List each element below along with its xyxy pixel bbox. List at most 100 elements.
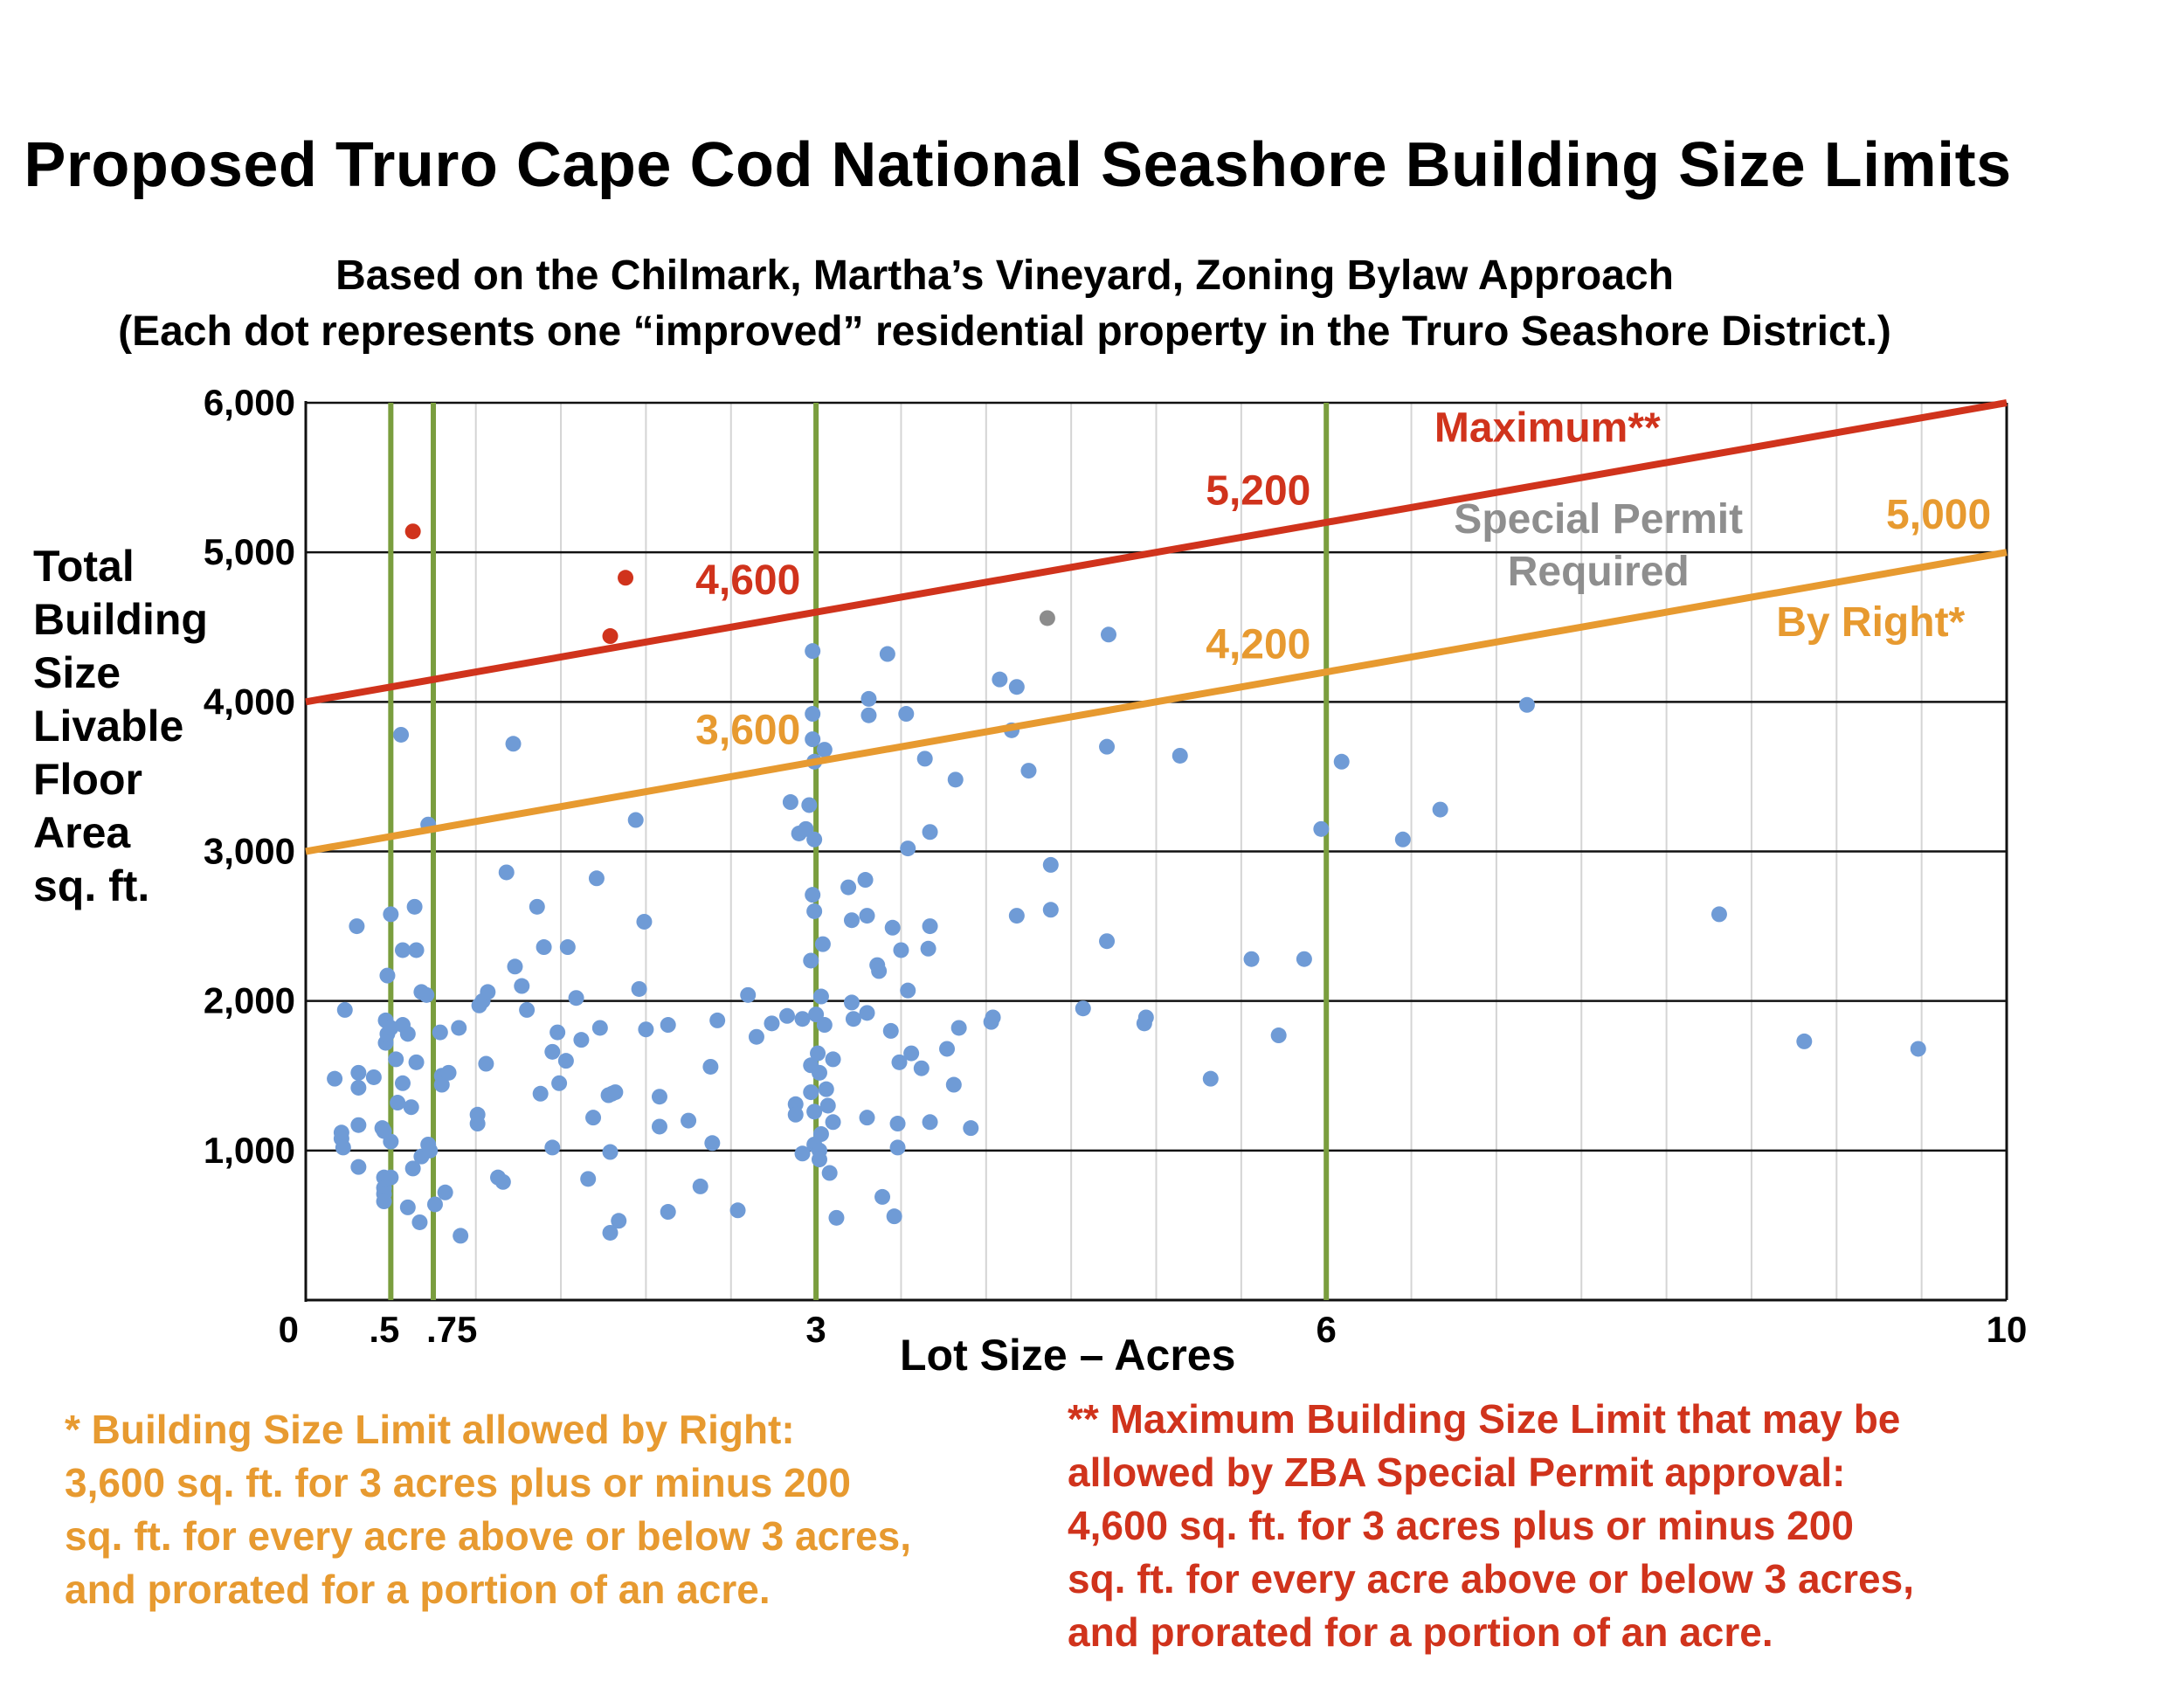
footnote-line: 4,600 sq. ft. for 3 acres plus or minus … [1068, 1503, 1854, 1548]
data-point [453, 1228, 469, 1244]
data-point [840, 879, 857, 896]
data-point [859, 1110, 875, 1126]
data-point [808, 1007, 825, 1023]
data-point [440, 1064, 457, 1081]
data-point [859, 1005, 875, 1021]
data-point [573, 1032, 590, 1048]
data-point [939, 1041, 956, 1057]
footnote-line: allowed by ZBA Special Permit approval: [1068, 1449, 1846, 1495]
data-point [1075, 1000, 1091, 1017]
y-tick-label: 4,000 [204, 681, 295, 722]
data-point [536, 939, 552, 956]
data-point [843, 912, 860, 929]
data-point [950, 1020, 967, 1036]
data-point [336, 1001, 353, 1018]
data-point [805, 706, 821, 723]
data-point [660, 1204, 676, 1221]
data-point [544, 1139, 561, 1156]
data-point [805, 887, 821, 903]
chart-annotation: By Right* [1776, 599, 1965, 646]
data-point [816, 742, 833, 758]
limit-line [305, 399, 2008, 706]
data-point [805, 731, 821, 748]
data-point [764, 1015, 780, 1032]
chart-subtitle-line1: Based on the Chilmark, Martha’s Vineyard… [335, 253, 1674, 299]
data-point [532, 1085, 549, 1102]
data-point [1100, 626, 1116, 643]
data-point [893, 942, 909, 958]
data-point [871, 963, 888, 979]
data-point [920, 940, 936, 957]
data-point [350, 1079, 367, 1096]
data-point [505, 736, 522, 752]
y-tick-label: 5,000 [204, 531, 295, 572]
data-point [365, 1069, 382, 1085]
chart-annotation: Maximum** [1434, 405, 1661, 452]
y-axis-label-line: Size [33, 648, 121, 697]
data-point [585, 1110, 602, 1126]
data-point [1796, 1033, 1813, 1049]
data-point [963, 1120, 979, 1137]
data-point [900, 841, 916, 857]
data-point [580, 1171, 597, 1187]
x-tick-label: .5 [369, 1309, 399, 1350]
limit-line [305, 549, 2008, 855]
y-axis-label-line: Total [33, 542, 135, 591]
data-point [884, 919, 901, 936]
chart-annotation: 4,200 [1206, 622, 1310, 668]
data-point [879, 646, 895, 662]
y-axis-label-line: Livable [33, 702, 184, 751]
data-point [432, 1024, 448, 1041]
footnote-line: and prorated for a portion of an acre. [1068, 1609, 1773, 1655]
footnote-line: * Building Size Limit allowed by Right: [65, 1407, 795, 1452]
x-tick-label: 10 [1987, 1309, 2028, 1350]
data-point [702, 1058, 719, 1075]
data-point [376, 1193, 392, 1210]
data-point [607, 1084, 624, 1101]
data-point [903, 1045, 920, 1062]
data-point [922, 824, 938, 841]
data-point [806, 831, 823, 847]
data-point [825, 1114, 841, 1131]
data-point [390, 1095, 406, 1111]
data-point [1333, 753, 1350, 770]
data-point [891, 1054, 908, 1070]
data-point [1270, 1027, 1287, 1044]
data-point [418, 986, 435, 1003]
data-point [798, 820, 814, 837]
data-point [1020, 763, 1037, 779]
data-point [651, 1089, 667, 1105]
x-axis-label: Lot Size – Acres [900, 1331, 1236, 1380]
data-point [557, 1053, 574, 1069]
data-point [403, 1099, 419, 1116]
y-tick-label: 3,000 [204, 831, 295, 872]
footnote-line: ** Maximum Building Size Limit that may … [1068, 1396, 1901, 1442]
data-point [782, 794, 798, 811]
data-point [602, 1224, 619, 1241]
data-point [709, 1012, 726, 1028]
data-point [404, 523, 421, 540]
data-point [812, 1126, 829, 1143]
data-point [514, 978, 530, 994]
data-point [947, 771, 964, 788]
data-point [1296, 951, 1312, 967]
x-tick-label: .75 [426, 1309, 477, 1350]
data-point [478, 1055, 494, 1072]
data-point [889, 1139, 906, 1156]
data-point [379, 967, 396, 984]
data-point [1099, 933, 1116, 950]
data-point [889, 1116, 906, 1132]
x-tick-label: 6 [1317, 1309, 1337, 1350]
chart-subtitle-line2: (Each dot represents one “improved” resi… [118, 308, 1891, 355]
data-point [814, 936, 831, 952]
data-point [602, 628, 619, 645]
data-point [898, 706, 915, 723]
data-point [327, 1070, 343, 1087]
data-point [602, 1144, 619, 1160]
data-point [588, 870, 605, 887]
data-point [529, 898, 545, 915]
data-point [544, 1043, 561, 1060]
y-axis-label: Total Building Size Livable Floor Area s… [33, 540, 208, 913]
data-point [922, 918, 938, 935]
data-point [1910, 1041, 1926, 1057]
